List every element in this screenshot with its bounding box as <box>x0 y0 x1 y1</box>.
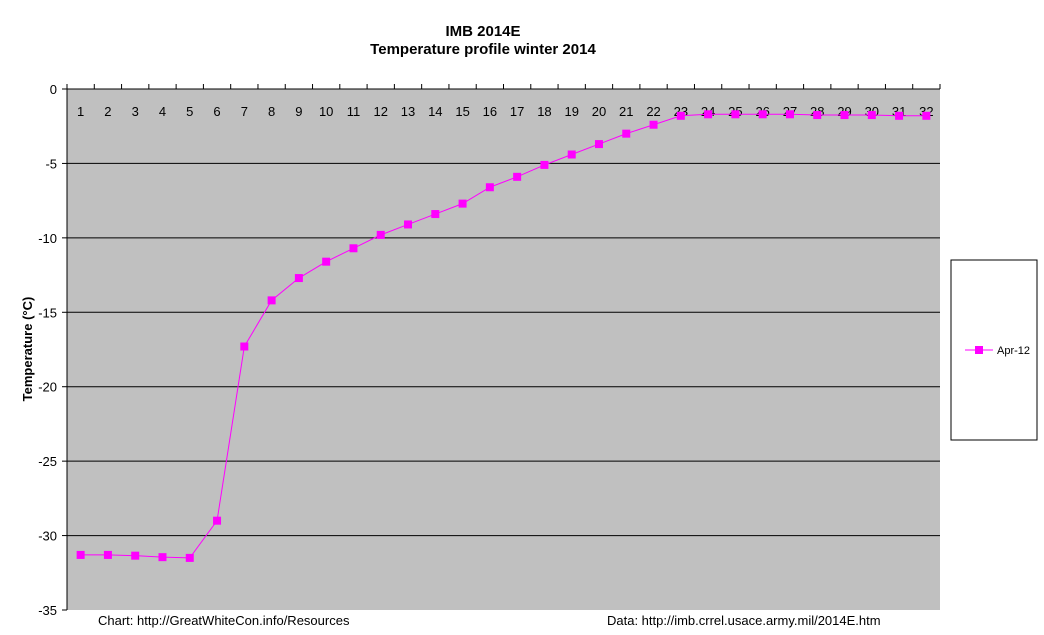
x-category-label: 5 <box>186 104 193 119</box>
data-point <box>785 110 794 119</box>
data-point <box>867 111 876 120</box>
series-layer <box>76 110 931 562</box>
x-category-label: 10 <box>319 104 333 119</box>
data-point <box>185 553 194 562</box>
data-point <box>322 257 331 266</box>
data-point <box>458 199 467 208</box>
x-category-label: 11 <box>347 104 361 119</box>
chart-title: IMB 2014E <box>445 23 520 40</box>
data-point <box>131 551 140 560</box>
plot-area <box>66 88 940 610</box>
x-category-label: 12 <box>374 104 388 119</box>
y-tick-label: -10 <box>38 231 57 246</box>
plot-background <box>67 89 940 610</box>
data-point <box>731 110 740 119</box>
x-category-label: 19 <box>564 104 578 119</box>
y-axis-title: Temperature (°C) <box>20 297 35 402</box>
data-point <box>513 172 522 181</box>
y-tick-label: -15 <box>38 305 57 320</box>
data-point <box>431 210 440 219</box>
data-point <box>622 129 631 138</box>
data-point <box>676 111 685 120</box>
data-source-text: Data: http://imb.crrel.usace.army.mil/20… <box>607 613 881 628</box>
data-point <box>594 140 603 149</box>
x-category-label: 15 <box>455 104 469 119</box>
x-category-label: 18 <box>537 104 551 119</box>
data-point <box>376 230 385 239</box>
chart-subtitle: Temperature profile winter 2014 <box>370 41 596 58</box>
data-point <box>704 110 713 119</box>
x-category-label: 21 <box>619 104 633 119</box>
x-category-label: 14 <box>428 104 442 119</box>
data-point <box>349 244 358 253</box>
x-category-label: 1 <box>77 104 84 119</box>
data-point <box>567 150 576 159</box>
y-tick-label: -20 <box>38 380 57 395</box>
x-category-label: 4 <box>159 104 166 119</box>
x-category-label: 6 <box>213 104 220 119</box>
data-point <box>922 111 931 120</box>
x-category-label: 2 <box>104 104 111 119</box>
series-line <box>80 113 927 559</box>
data-point <box>294 274 303 283</box>
y-tick-label: 0 <box>50 82 57 97</box>
data-point <box>404 220 413 229</box>
legend-square-marker <box>975 346 983 354</box>
data-point <box>540 160 549 169</box>
legend-entry-label: Apr-12 <box>997 345 1030 357</box>
data-point <box>213 516 222 525</box>
data-point <box>758 110 767 119</box>
x-category-label: 16 <box>483 104 497 119</box>
data-point <box>895 111 904 120</box>
data-point <box>158 553 167 562</box>
y-tick-label: -25 <box>38 454 57 469</box>
chart-source-text: Chart: http://GreatWhiteCon.info/Resourc… <box>98 613 350 628</box>
data-point <box>649 120 658 129</box>
x-category-label: 7 <box>241 104 248 119</box>
x-category-label: 13 <box>401 104 415 119</box>
x-category-label: 20 <box>592 104 606 119</box>
data-point <box>813 111 822 120</box>
x-category-label: 22 <box>646 104 660 119</box>
data-point <box>267 296 276 305</box>
y-axis-ticks: 0 -5 -10 -15 -20 -25 -30 -35 <box>38 82 67 618</box>
data-point <box>76 550 85 559</box>
y-tick-label: -5 <box>45 156 57 171</box>
data-point <box>240 342 249 351</box>
x-category-label: 3 <box>132 104 139 119</box>
data-point <box>840 111 849 120</box>
data-point <box>485 183 494 192</box>
x-category-label: 8 <box>268 104 275 119</box>
legend: Apr-12 <box>950 259 1038 441</box>
x-category-label: 17 <box>510 104 524 119</box>
y-tick-label: -35 <box>38 603 57 618</box>
x-category-label: 9 <box>295 104 302 119</box>
y-tick-label: -30 <box>38 529 57 544</box>
data-point <box>103 550 112 559</box>
